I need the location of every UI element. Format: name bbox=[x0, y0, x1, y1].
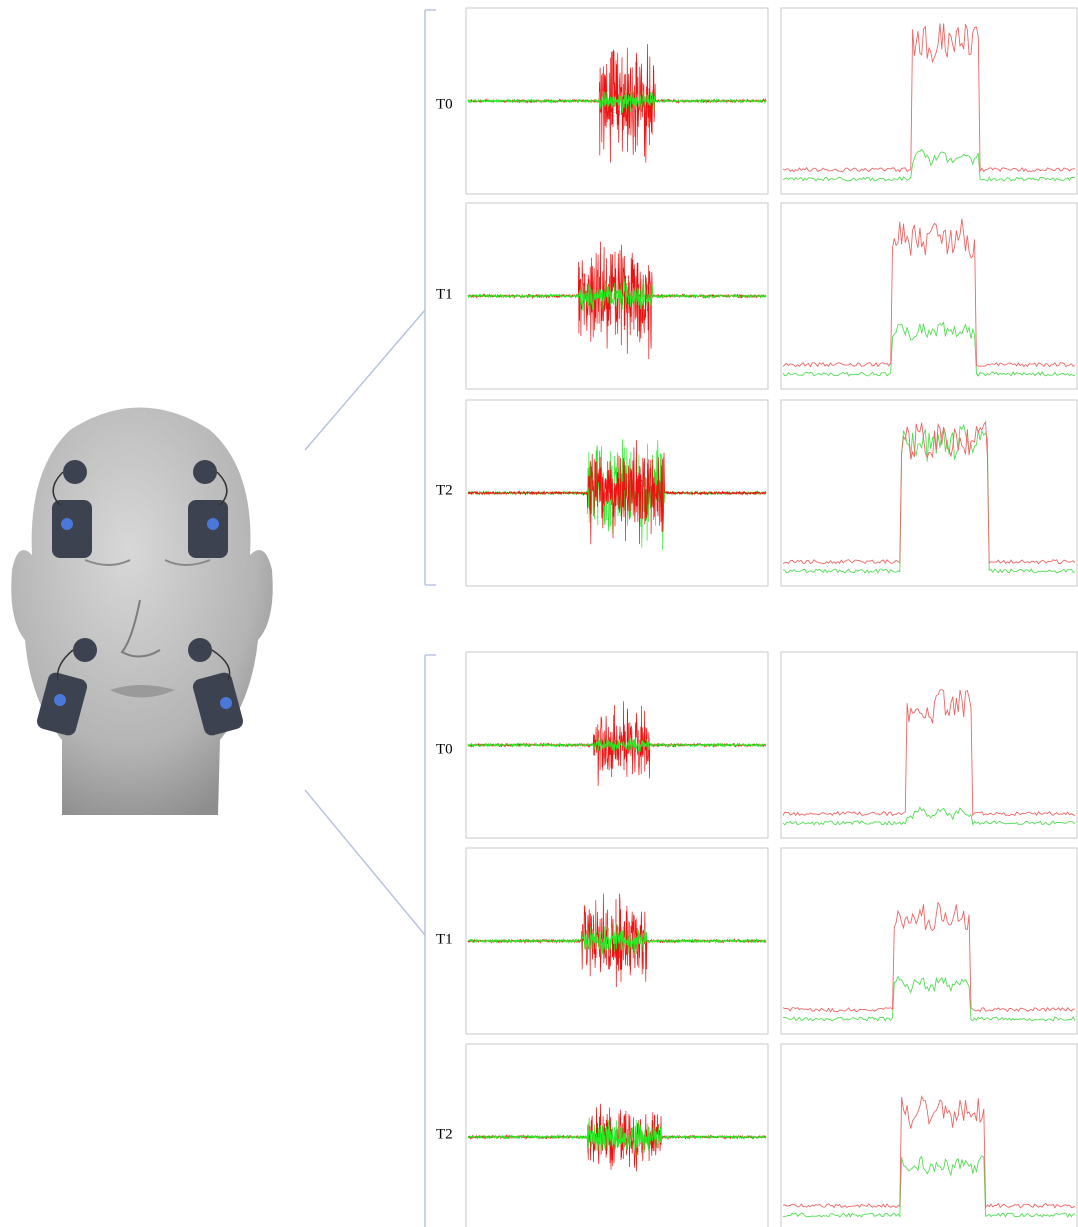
raw-signal bbox=[467, 893, 767, 988]
envelope-panel bbox=[780, 1043, 1078, 1227]
envelope-signal bbox=[782, 901, 1076, 1013]
envelope-signal bbox=[782, 423, 1076, 574]
raw-signal bbox=[467, 923, 767, 956]
row-label: T0 bbox=[436, 741, 453, 757]
row-label: T0 bbox=[436, 96, 453, 112]
row-label: T1 bbox=[436, 286, 453, 302]
envelope-signal bbox=[782, 23, 1076, 173]
envelope-panel bbox=[780, 651, 1078, 839]
raw-signal bbox=[467, 89, 767, 113]
envelope-signal bbox=[782, 1094, 1076, 1209]
envelope-signal bbox=[782, 148, 1076, 182]
envelope-signal bbox=[782, 806, 1076, 826]
envelope-panel bbox=[780, 399, 1078, 587]
envelope-panel bbox=[780, 847, 1078, 1035]
raw-signal bbox=[467, 440, 767, 545]
envelope-signal bbox=[782, 689, 1076, 817]
raw-signal bbox=[467, 1116, 767, 1158]
row-label: T2 bbox=[436, 1126, 453, 1142]
envelope-signal bbox=[782, 975, 1076, 1022]
envelope-panel bbox=[780, 7, 1078, 195]
raw-signal bbox=[467, 439, 767, 551]
envelope-signal bbox=[782, 321, 1076, 377]
row-label: T1 bbox=[436, 931, 453, 947]
envelope-signal bbox=[782, 218, 1076, 368]
row-label: T2 bbox=[436, 482, 453, 498]
raw-signal bbox=[467, 44, 767, 163]
envelope-panel bbox=[780, 202, 1078, 390]
envelope-signal bbox=[783, 1155, 1076, 1218]
envelope-signal bbox=[782, 420, 1076, 565]
raw-signal bbox=[467, 737, 767, 753]
face-illustration bbox=[11, 407, 273, 815]
raw-signal bbox=[467, 278, 767, 311]
connector bbox=[304, 9, 436, 1227]
